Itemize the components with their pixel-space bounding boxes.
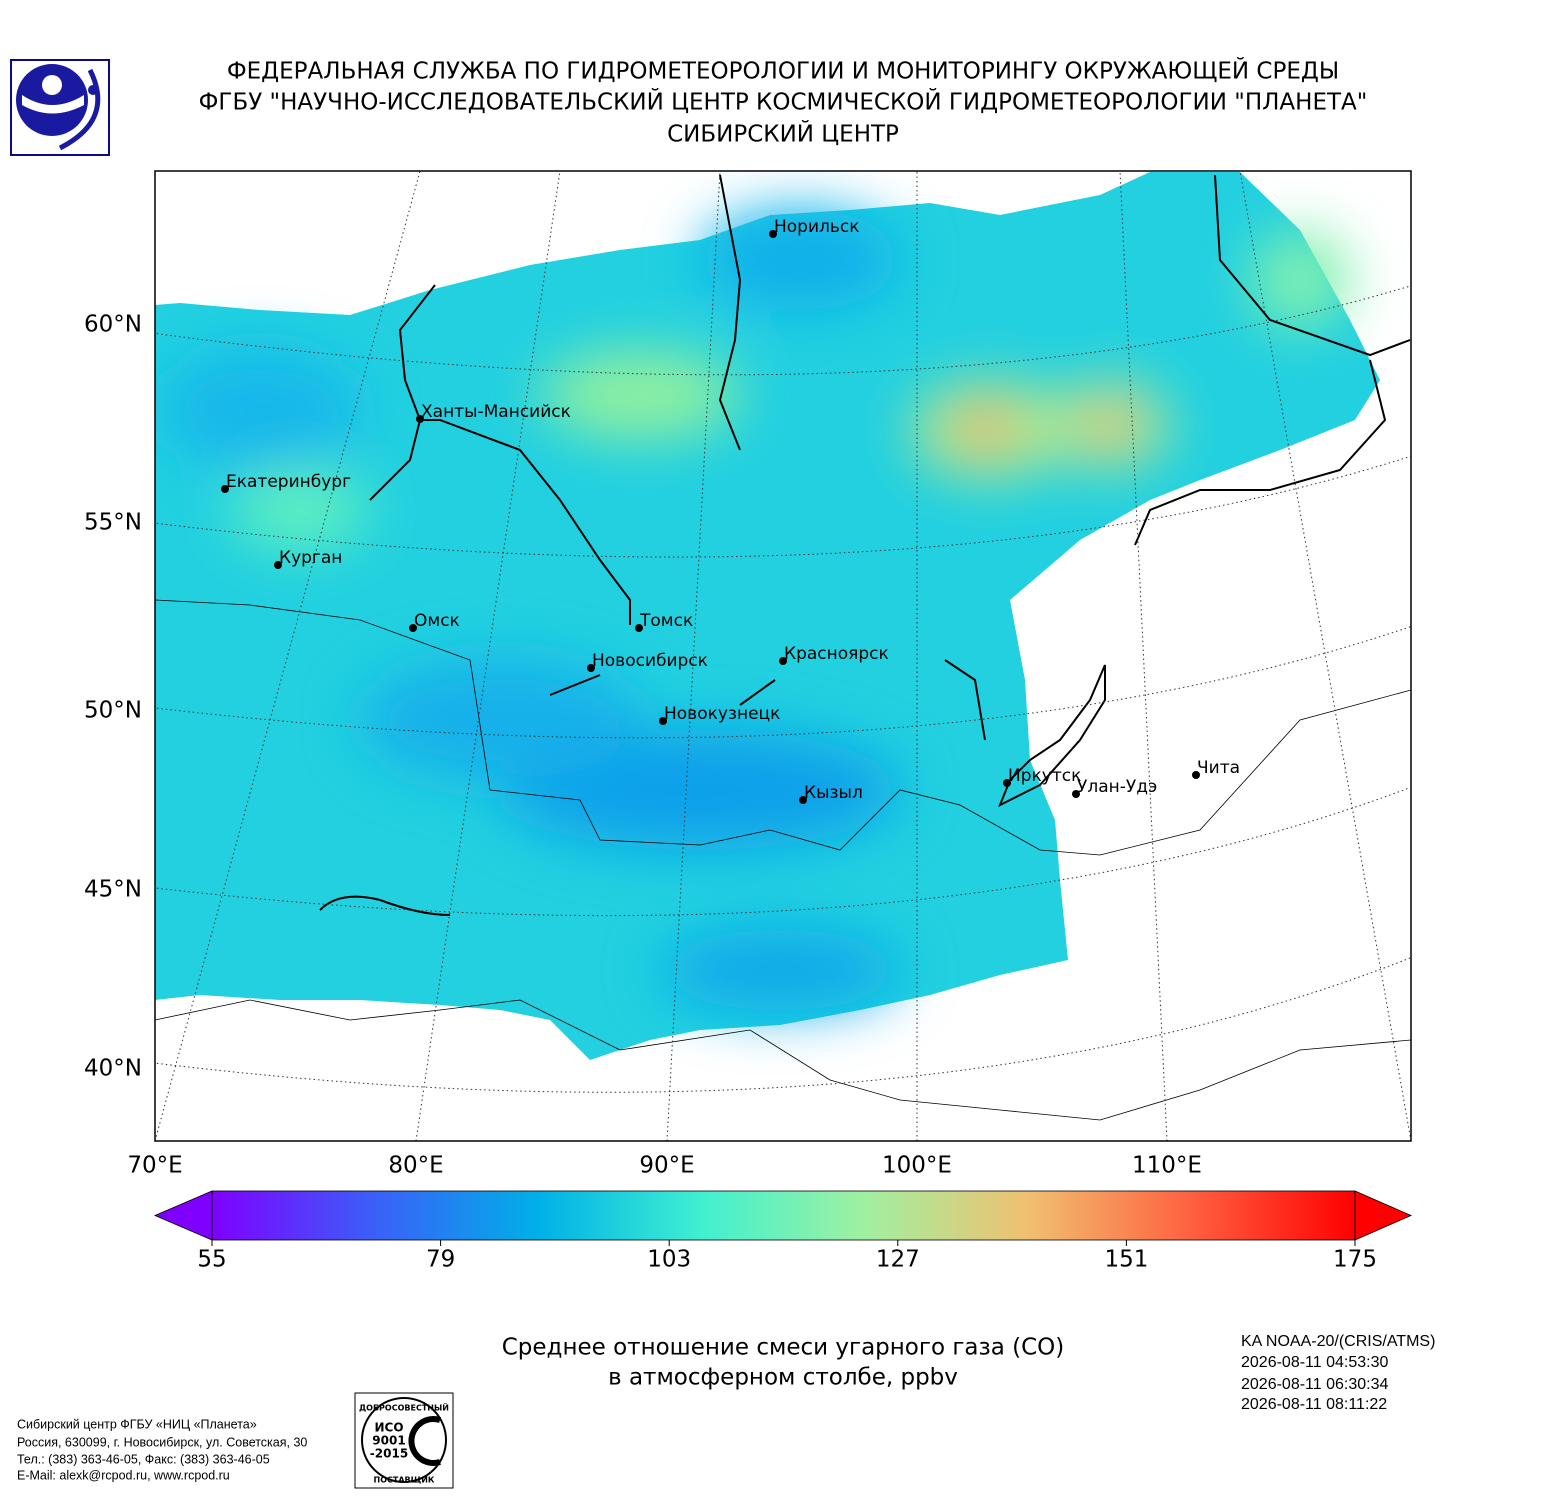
lat-label: 50°N: [84, 698, 142, 724]
iso-line: -2015: [370, 1447, 408, 1461]
footer-line: Тел.: (383) 363-46-05, Факс: (383) 363-4…: [17, 1452, 270, 1466]
co-field-shading: [160, 210, 1350, 1010]
colorbar-tick-label: 151: [1104, 1247, 1148, 1273]
city-label: Новосибирск: [592, 651, 708, 671]
iso-line: 9001: [372, 1434, 405, 1448]
city-label: Омск: [414, 611, 460, 631]
satellite-info: KA NOAA-20/(CRIS/ATMS): [1241, 1333, 1435, 1350]
colorbar-tick-label: 127: [876, 1247, 920, 1273]
satellite-info: 2026-08-11 08:11:22: [1241, 1396, 1387, 1413]
city-label: Иркутск: [1008, 766, 1081, 786]
map-frame: [154, 170, 1412, 1142]
iso-bottom: ПОСТАВЩИК: [374, 1476, 435, 1485]
lon-label: 80°E: [388, 1153, 443, 1179]
city-label: Кызыл: [804, 783, 863, 803]
city-label: Улан-Удэ: [1077, 777, 1157, 797]
colorbar-tick-label: 55: [197, 1247, 226, 1273]
city-label: Чита: [1197, 758, 1240, 778]
city-marker: [635, 624, 643, 632]
colorbar-outline: [211, 1190, 1356, 1241]
city-label: Ханты-Мансийск: [421, 402, 571, 422]
lon-label: 70°E: [127, 1153, 182, 1179]
iso-top: ДОБРОСОВЕСТНЫЙ: [359, 1402, 449, 1413]
city-label: Томск: [639, 611, 693, 631]
header-line: СИБИРСКИЙ ЦЕНТР: [667, 120, 899, 148]
colorbar-tick-label: 79: [426, 1247, 455, 1273]
city-marker: [274, 561, 282, 569]
footer-line: Россия, 630099, г. Новосибирск, ул. Сове…: [17, 1435, 307, 1449]
rivers-coast: [319, 174, 1411, 916]
satellite-info: 2026-08-11 04:53:30: [1241, 1354, 1388, 1371]
satellite-info: 2026-08-11 06:30:34: [1241, 1376, 1388, 1393]
colorbar-body: [212, 1191, 1355, 1240]
city-marker: [1192, 771, 1200, 779]
city-marker: [769, 230, 777, 238]
city-marker: [1003, 779, 1011, 787]
iso-line: ИСО: [374, 1421, 403, 1435]
graticule: [155, 171, 1411, 1141]
product-title: в атмосферном столбе, ppbv: [608, 1365, 958, 1391]
city-marker: [416, 415, 424, 423]
footer-line: Сибирский центр ФГБУ «НИЦ «Планета»: [17, 1417, 257, 1431]
city-label: Екатеринбург: [226, 472, 351, 492]
city-label: Новокузнецк: [664, 704, 780, 724]
city-marker: [1072, 790, 1080, 798]
iso-logo: [354, 1392, 454, 1489]
colorbar-tick-label: 103: [647, 1247, 691, 1273]
header-line: ФГБУ "НАУЧНО-ИССЛЕДОВАТЕЛЬСКИЙ ЦЕНТР КОС…: [199, 88, 1368, 116]
city-label: Норильск: [774, 217, 860, 237]
lon-label: 90°E: [639, 1153, 694, 1179]
lat-label: 45°N: [84, 877, 142, 903]
city-marker: [799, 796, 807, 804]
lon-label: 110°E: [1132, 1153, 1202, 1179]
city-label: Курган: [279, 548, 342, 568]
city-marker: [587, 664, 595, 672]
colorbar: [153, 1190, 1412, 1241]
borders: [155, 599, 1411, 1121]
lon-label: 100°E: [882, 1153, 952, 1179]
header-line: ФЕДЕРАЛЬНАЯ СЛУЖБА ПО ГИДРОМЕТЕОРОЛОГИИ …: [227, 57, 1339, 85]
footer-line: E-Mail: alexk@rcpod.ru, www.rcpod.ru: [17, 1468, 230, 1482]
agency-logo: [10, 59, 110, 156]
colorbar-extend-low: [153, 1190, 213, 1241]
lat-label: 55°N: [84, 510, 142, 536]
product-title: Среднее отношение смеси угарного газа (C…: [502, 1335, 1065, 1361]
city-marker: [779, 657, 787, 665]
cities: Норильск Ханты-Мансийск Екатеринбург Курган…: [221, 217, 1240, 804]
colorbar-tick-label: 175: [1333, 1247, 1377, 1273]
colorbar-extend-high: [1354, 1190, 1412, 1241]
map-area: Норильск Ханты-Мансийск Екатеринбург Курган…: [155, 171, 1411, 1141]
city-marker: [659, 717, 667, 725]
lat-label: 40°N: [84, 1056, 142, 1082]
city-marker: [409, 624, 417, 632]
city-label: Красноярск: [784, 644, 889, 664]
lat-label: 60°N: [84, 312, 142, 338]
city-marker: [221, 485, 229, 493]
